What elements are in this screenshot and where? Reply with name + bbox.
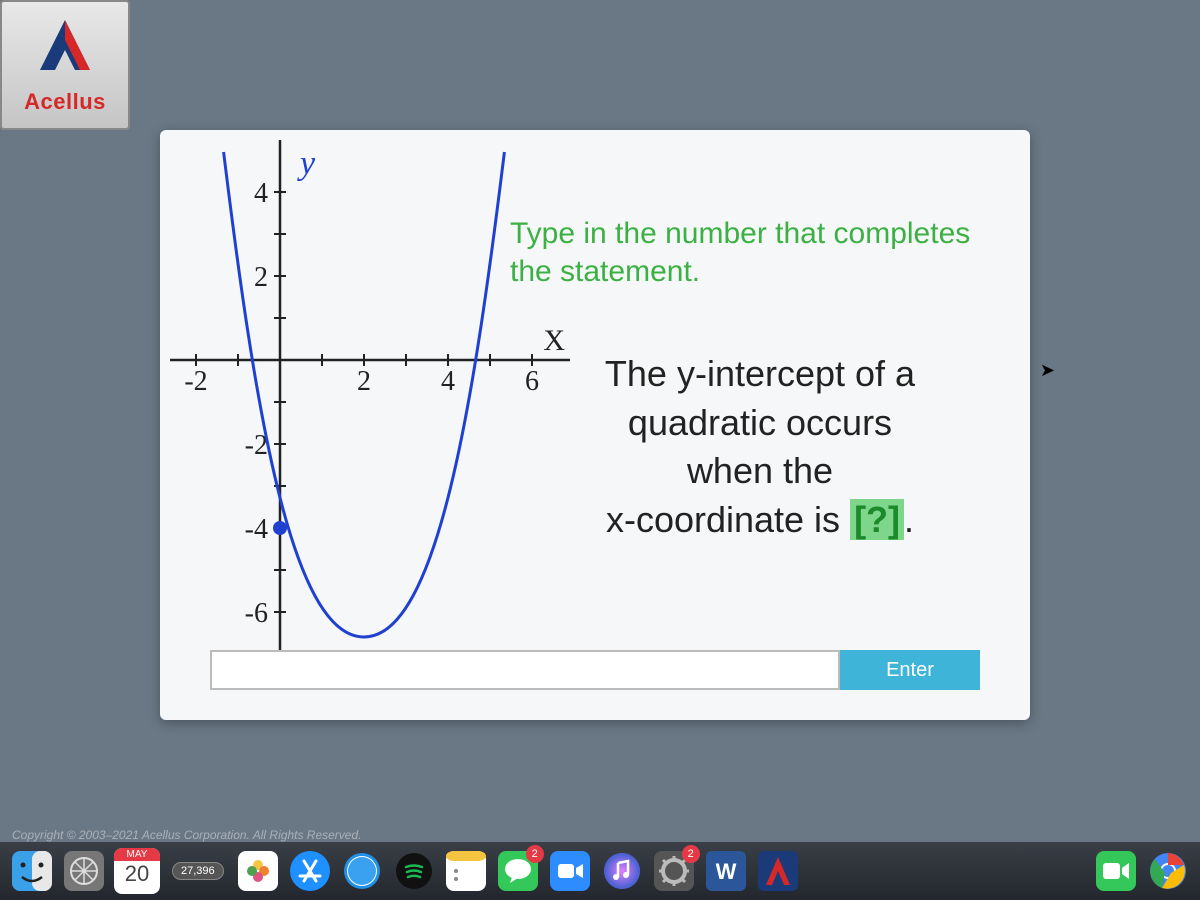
launchpad-icon[interactable] bbox=[62, 849, 106, 893]
statement-line4-suffix: . bbox=[904, 499, 914, 540]
zoom-icon[interactable] bbox=[548, 849, 592, 893]
statement-line2: quadratic occurs bbox=[628, 402, 892, 443]
enter-button[interactable]: Enter bbox=[840, 650, 980, 690]
acellus-logo: Acellus bbox=[0, 0, 130, 130]
facetime-icon[interactable] bbox=[1094, 849, 1138, 893]
chrome-icon[interactable] bbox=[1146, 849, 1190, 893]
copyright-text: Copyright © 2003–2021 Acellus Corporatio… bbox=[12, 828, 361, 842]
svg-text:2: 2 bbox=[357, 366, 371, 397]
statement-line1: The y-intercept of a bbox=[605, 353, 915, 394]
statement-line4-prefix: x-coordinate is bbox=[606, 499, 850, 540]
macos-dock: MAY 20 27,396 2 2 W bbox=[0, 842, 1200, 900]
mail-icon[interactable]: 27,396 bbox=[168, 849, 228, 893]
logo-text: Acellus bbox=[24, 89, 106, 115]
svg-text:-4: -4 bbox=[245, 514, 268, 545]
instruction-text: Type in the number that completes the st… bbox=[510, 215, 1010, 290]
logo-mark-icon bbox=[30, 15, 100, 85]
photos-icon[interactable] bbox=[236, 849, 280, 893]
sysprefs-badge: 2 bbox=[682, 845, 700, 863]
svg-text:4: 4 bbox=[441, 366, 455, 397]
spotify-icon[interactable] bbox=[392, 849, 436, 893]
statement-line3: when the bbox=[687, 450, 833, 491]
acellus-dock-icon[interactable] bbox=[756, 849, 800, 893]
svg-text:-6: -6 bbox=[245, 598, 268, 629]
statement-text: The y-intercept of a quadratic occurs wh… bbox=[510, 350, 1010, 544]
svg-text:4: 4 bbox=[254, 178, 268, 209]
calendar-month: MAY bbox=[114, 848, 160, 861]
question-area: Type in the number that completes the st… bbox=[510, 185, 1010, 544]
finder-icon[interactable] bbox=[10, 849, 54, 893]
svg-text:W: W bbox=[715, 859, 736, 884]
itunes-icon[interactable] bbox=[600, 849, 644, 893]
messages-icon[interactable]: 2 bbox=[496, 849, 540, 893]
svg-text:-2: -2 bbox=[184, 366, 207, 397]
mail-badge: 27,396 bbox=[172, 862, 224, 880]
answer-input[interactable] bbox=[210, 650, 840, 690]
notes-icon[interactable] bbox=[444, 849, 488, 893]
answer-blank: [?] bbox=[850, 499, 904, 540]
calendar-day: 20 bbox=[125, 861, 149, 887]
word-icon[interactable]: W bbox=[704, 849, 748, 893]
calendar-icon[interactable]: MAY 20 bbox=[114, 848, 160, 894]
svg-text:y: y bbox=[297, 145, 316, 182]
system-preferences-icon[interactable]: 2 bbox=[652, 849, 696, 893]
safari-icon[interactable] bbox=[340, 849, 384, 893]
lesson-card: -2 2 4 6 4 2 -2 -4 -6 y X Ty bbox=[160, 130, 1030, 720]
svg-text:2: 2 bbox=[254, 262, 268, 293]
messages-badge: 2 bbox=[526, 845, 544, 863]
cursor-icon: ➤ bbox=[1040, 360, 1055, 381]
answer-row: Enter bbox=[210, 650, 980, 690]
appstore-icon[interactable] bbox=[288, 849, 332, 893]
